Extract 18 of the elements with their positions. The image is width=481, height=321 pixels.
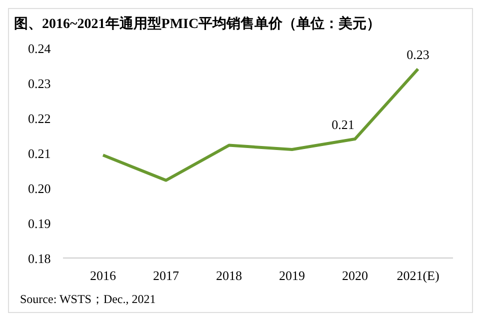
y-tick-label: 0.21 bbox=[28, 146, 51, 161]
x-tick-label: 2021(E) bbox=[396, 268, 440, 283]
y-tick-label: 0.20 bbox=[28, 181, 51, 196]
y-tick-label: 0.24 bbox=[28, 41, 52, 56]
x-tick-label: 2020 bbox=[342, 268, 368, 283]
y-tick-label: 0.19 bbox=[28, 216, 51, 231]
x-tick-label: 2018 bbox=[216, 268, 242, 283]
x-tick-label: 2019 bbox=[279, 268, 305, 283]
data-label: 0.23 bbox=[406, 47, 430, 62]
x-tick-label: 2016 bbox=[90, 268, 116, 283]
x-tick-label: 2017 bbox=[153, 268, 180, 283]
line-series bbox=[102, 68, 420, 182]
y-tick-label: 0.23 bbox=[28, 76, 51, 91]
y-tick-label: 0.18 bbox=[28, 251, 51, 266]
chart-title: 图、2016~2021年通用型PMIC平均销售单价（单位：美元） bbox=[14, 15, 381, 32]
source-note: Source: WSTS；Dec., 2021 bbox=[20, 292, 156, 306]
y-tick-label: 0.22 bbox=[28, 111, 51, 126]
data-label: 0.21 bbox=[332, 117, 354, 132]
